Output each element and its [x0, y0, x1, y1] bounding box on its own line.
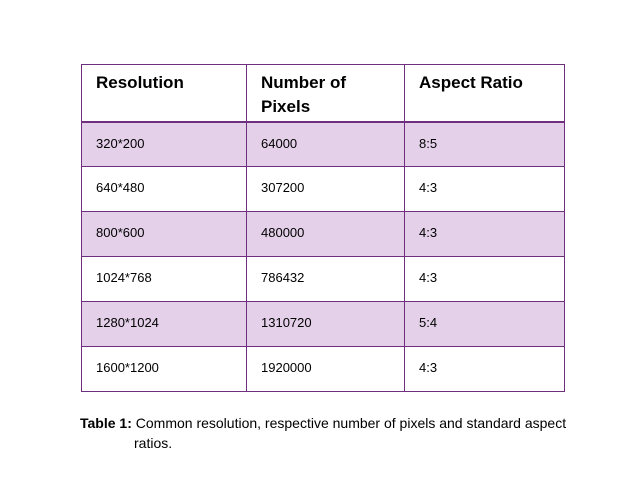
cell-resolution: 800*600: [81, 211, 247, 257]
cell-aspect-ratio: 4:3: [404, 211, 565, 257]
cell-aspect-ratio: 4:3: [404, 256, 565, 302]
cell-aspect-ratio: 4:3: [404, 346, 565, 392]
header-aspect-ratio: Aspect Ratio: [404, 64, 565, 123]
header-number-of-pixels: Number of Pixels: [246, 64, 405, 123]
table-row: 1024*768 786432 4:3: [81, 256, 565, 302]
caption-text-line2: ratios.: [134, 435, 173, 451]
cell-resolution: 320*200: [81, 121, 247, 167]
table-caption: Table 1: Common resolution, respective n…: [80, 413, 610, 453]
cell-pixels: 1920000: [246, 346, 405, 392]
cell-resolution: 1024*768: [81, 256, 247, 302]
cell-pixels: 64000: [246, 121, 405, 167]
cell-pixels: 786432: [246, 256, 405, 302]
table-row: 800*600 480000 4:3: [81, 211, 565, 257]
cell-resolution: 640*480: [81, 166, 247, 212]
caption-text-line1: Common resolution, respective number of …: [131, 415, 567, 431]
cell-aspect-ratio: 8:5: [404, 121, 565, 167]
caption-label: Table 1:: [80, 415, 132, 431]
cell-resolution: 1600*1200: [81, 346, 247, 392]
table-row: 640*480 307200 4:3: [81, 166, 565, 212]
header-number-of-pixels-line2: Pixels: [261, 97, 311, 116]
cell-resolution: 1280*1024: [81, 301, 247, 347]
cell-pixels: 307200: [246, 166, 405, 212]
resolution-table: Resolution Number of Pixels Aspect Ratio …: [81, 64, 565, 392]
table-row: 320*200 64000 8:5: [81, 121, 565, 167]
table-row: 1280*1024 1310720 5:4: [81, 301, 565, 347]
cell-pixels: 1310720: [246, 301, 405, 347]
cell-aspect-ratio: 4:3: [404, 166, 565, 212]
cell-pixels: 480000: [246, 211, 405, 257]
table-row: 1600*1200 1920000 4:3: [81, 346, 565, 392]
header-resolution: Resolution: [81, 64, 247, 123]
header-number-of-pixels-line1: Number of: [261, 73, 346, 92]
cell-aspect-ratio: 5:4: [404, 301, 565, 347]
table-header-row: Resolution Number of Pixels Aspect Ratio: [81, 64, 565, 123]
